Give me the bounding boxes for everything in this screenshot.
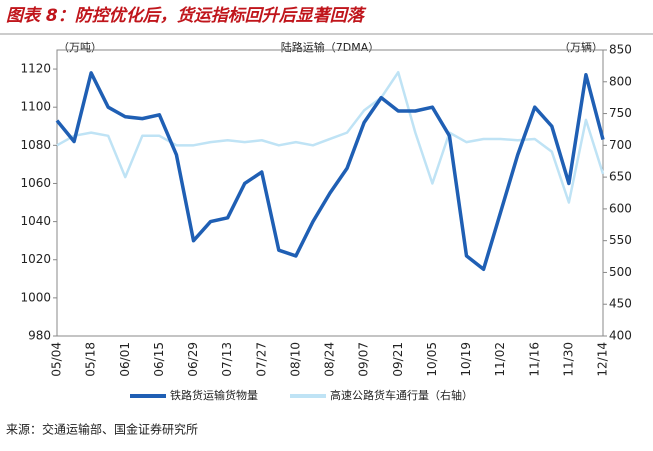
- x-tick-label: 09/21: [391, 342, 405, 377]
- x-tick-label: 11/02: [493, 342, 507, 377]
- x-tick-label: 05/18: [84, 342, 98, 377]
- y2-unit: （万辆）: [559, 40, 603, 54]
- x-tick-label: 07/13: [220, 342, 234, 377]
- y-tick-label: 1040: [20, 214, 51, 228]
- y2-tick-label: 500: [609, 265, 632, 279]
- y-tick-label: 1120: [20, 62, 51, 76]
- source: 来源：交通运输部、国金证券研究所: [6, 422, 198, 437]
- legend-label: 高速公路货车通行量（右轴）: [330, 388, 473, 402]
- y-tick-label: 1080: [20, 138, 51, 152]
- series-line: [56, 70, 605, 204]
- chart-subtitle: 陆路运输（7DMA）: [281, 40, 379, 54]
- legend-label: 铁路货运输货物量: [170, 388, 258, 402]
- y2-tick-label: 650: [609, 170, 632, 184]
- x-tick-label: 10/05: [425, 342, 439, 377]
- y-tick-label: 1020: [20, 252, 51, 266]
- x-tick-label: 06/01: [118, 342, 132, 377]
- x-tick-label: 06/29: [186, 342, 200, 377]
- plot-frame: [56, 49, 604, 337]
- y-unit: （万吨）: [58, 41, 102, 54]
- y2-tick-label: 550: [609, 233, 632, 247]
- x-tick-label: 06/15: [152, 342, 166, 377]
- y2-tick-label: 850: [609, 43, 632, 57]
- y2-tick-label: 800: [609, 74, 632, 88]
- y-tick-label: 1060: [20, 176, 51, 190]
- y2-tick-label: 400: [609, 329, 632, 343]
- x-tick-label: 12/14: [596, 342, 610, 377]
- y2-tick-label: 700: [609, 138, 632, 152]
- x-tick-label: 07/27: [254, 342, 268, 377]
- x-tick-label: 08/10: [288, 342, 302, 377]
- series-line: [55, 71, 605, 272]
- x-tick-label: 10/19: [459, 342, 473, 377]
- x-tick-label: 11/30: [561, 342, 575, 377]
- y-tick-label: 1100: [20, 100, 51, 114]
- y2-tick-label: 450: [609, 297, 632, 311]
- x-tick-label: 11/16: [527, 342, 541, 377]
- x-tick-label: 08/24: [323, 342, 337, 377]
- x-tick-label: 05/04: [50, 342, 64, 377]
- y2-tick-label: 750: [609, 106, 632, 120]
- x-tick-label: 09/07: [357, 342, 371, 377]
- y2-tick-label: 600: [609, 201, 632, 215]
- y-tick-label: 1000: [20, 290, 51, 304]
- y-tick-label: 980: [28, 329, 51, 343]
- chart-title: 图表 8：防控优化后，货运指标回升后显著回落: [6, 6, 367, 26]
